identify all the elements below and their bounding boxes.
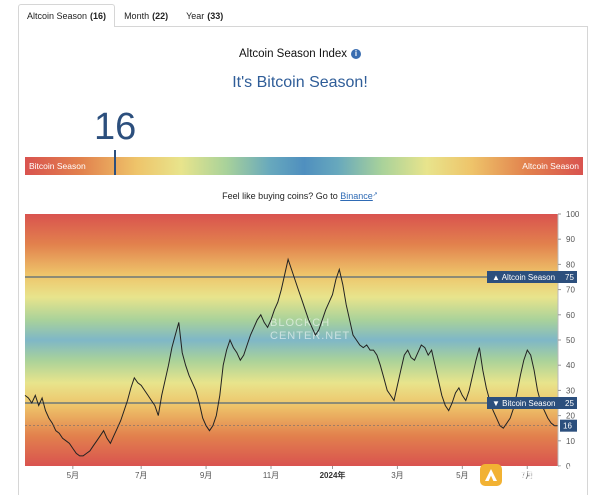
tab-panel (18, 26, 588, 495)
y-tick-label: 80 (566, 260, 575, 269)
promo-text: Feel like buying coins? Go to (222, 191, 338, 201)
x-tick-label: 2024年 (320, 470, 346, 480)
index-title: Altcoin Season Index i (0, 48, 600, 60)
current-value-tag (560, 419, 577, 432)
x-tick-label: 7月 (135, 471, 147, 480)
y-tick-label: 30 (566, 386, 575, 395)
y-tick-label: 0 (566, 462, 571, 471)
gauge-altcoin-label: Altcoin Season (522, 161, 579, 171)
y-tick-label: 50 (566, 336, 575, 345)
y-tick-label: 40 (566, 361, 575, 370)
tab-label: Month (124, 11, 150, 21)
current-value-tag-label: 16 (563, 422, 572, 431)
threshold-tag-label: ▲ Altcoin Season (492, 273, 555, 282)
tab-count: (16) (90, 11, 107, 21)
logo-icon (480, 464, 502, 486)
x-tick-label: 11月 (263, 471, 279, 480)
tab-year[interactable]: Year (33) (177, 4, 232, 27)
tab-label: Year (186, 11, 205, 21)
info-icon[interactable]: i (351, 49, 362, 59)
x-tick-label: 3月 (391, 471, 403, 480)
threshold-tag-value: 75 (565, 273, 574, 282)
logo-text: 金色财经 (508, 466, 584, 486)
current-index-value: 16 (94, 106, 137, 148)
promo-line: Feel like buying coins? Go to Binance↗ (0, 191, 600, 201)
threshold-tag-label: ▼ Bitcoin Season (492, 399, 556, 408)
season-headline: It's Bitcoin Season! (232, 74, 368, 91)
footer-logo: 金色财经 (480, 462, 584, 488)
tab-month[interactable]: Month (22) (115, 4, 177, 27)
x-tick-label: 7月 (521, 471, 533, 480)
y-tick-label: 90 (566, 235, 575, 244)
binance-link[interactable]: Binance (340, 191, 373, 201)
season-gauge: Bitcoin Season Altcoin Season (25, 157, 583, 175)
threshold-tag-75 (487, 271, 577, 283)
tab-bar: Altcoin Season (16) Month (22) Year (33) (18, 4, 232, 27)
y-tick-label: 20 (566, 412, 575, 421)
y-tick-label: 60 (566, 311, 575, 320)
tab-count: (33) (207, 11, 224, 21)
watermark-line2: CENTER.NET (270, 330, 350, 342)
external-link-icon: ↗ (372, 192, 378, 198)
watermark-line1: BLOCKCH (270, 317, 330, 329)
tab-altcoin-season[interactable]: Altcoin Season (16) (18, 4, 116, 27)
x-tick-label: 5月 (67, 471, 79, 480)
watermark: BLOCKCH CENTER.NET (270, 317, 350, 342)
gauge-marker (114, 150, 116, 175)
tab-label: Altcoin Season (27, 11, 88, 21)
threshold-tag-value: 25 (565, 399, 574, 408)
x-tick-label: 5月 (456, 471, 468, 480)
threshold-tag-25 (487, 397, 577, 409)
y-tick-label: 100 (566, 210, 580, 219)
index-series-line (24, 257, 558, 457)
plot-background (25, 214, 558, 466)
y-tick-label: 10 (566, 437, 575, 446)
x-tick-label: 9月 (200, 471, 212, 480)
tab-count: (22) (152, 11, 169, 21)
gauge-bitcoin-label: Bitcoin Season (29, 161, 86, 171)
index-title-text: Altcoin Season Index (238, 48, 348, 60)
y-tick-label: 70 (566, 286, 575, 295)
